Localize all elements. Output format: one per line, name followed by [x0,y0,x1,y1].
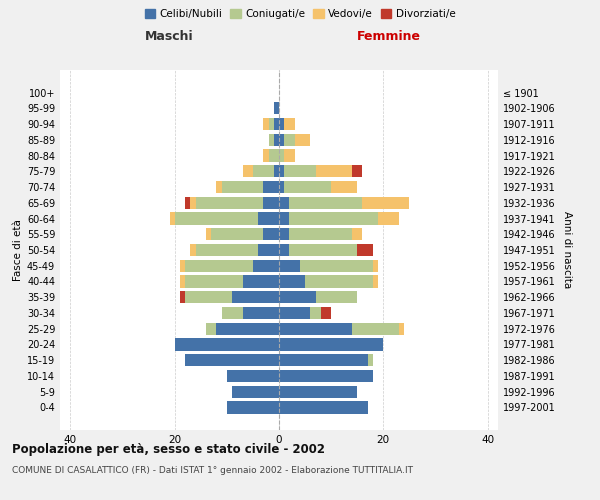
Bar [352,228,362,240]
Bar [284,134,295,146]
Bar [170,212,175,224]
Bar [279,276,305,287]
Bar [269,118,274,130]
Bar [284,181,331,193]
Bar [274,134,279,146]
Bar [227,402,279,413]
Bar [331,181,357,193]
Bar [190,244,196,256]
Bar [289,196,362,209]
Text: Maschi: Maschi [145,30,194,43]
Text: Femmine: Femmine [356,30,421,43]
Bar [253,260,279,272]
Bar [368,354,373,366]
Bar [211,228,263,240]
Bar [274,102,279,115]
Bar [279,196,289,209]
Bar [232,291,279,304]
Bar [185,291,232,304]
Bar [206,322,217,335]
Bar [217,322,279,335]
Bar [242,165,253,177]
Text: Popolazione per età, sesso e stato civile - 2002: Popolazione per età, sesso e stato civil… [12,442,325,456]
Bar [305,276,373,287]
Bar [300,260,373,272]
Bar [284,118,295,130]
Bar [279,322,352,335]
Legend: Celibi/Nubili, Coniugati/e, Vedovi/e, Divorziati/e: Celibi/Nubili, Coniugati/e, Vedovi/e, Di… [140,5,460,24]
Bar [190,196,196,209]
Bar [316,291,357,304]
Bar [279,386,357,398]
Bar [352,322,399,335]
Bar [263,228,279,240]
Bar [196,196,263,209]
Bar [279,212,289,224]
Bar [263,196,279,209]
Bar [263,150,269,162]
Bar [279,402,368,413]
Bar [295,134,310,146]
Bar [279,181,284,193]
Bar [196,244,258,256]
Bar [258,212,279,224]
Bar [284,165,316,177]
Bar [279,118,284,130]
Bar [242,276,279,287]
Bar [279,370,373,382]
Bar [373,260,378,272]
Bar [279,354,368,366]
Bar [279,150,284,162]
Bar [399,322,404,335]
Bar [279,134,284,146]
Bar [279,291,316,304]
Bar [253,165,274,177]
Bar [310,307,321,319]
Bar [279,165,284,177]
Bar [321,307,331,319]
Bar [279,260,300,272]
Bar [357,244,373,256]
Bar [185,260,253,272]
Bar [263,118,269,130]
Bar [258,244,279,256]
Bar [175,212,258,224]
Bar [227,370,279,382]
Bar [289,244,357,256]
Bar [185,196,190,209]
Bar [279,228,289,240]
Bar [180,291,185,304]
Bar [378,212,399,224]
Bar [279,307,310,319]
Bar [316,165,352,177]
Y-axis label: Anni di nascita: Anni di nascita [562,212,572,288]
Bar [180,260,185,272]
Bar [217,181,221,193]
Bar [263,181,279,193]
Bar [362,196,409,209]
Bar [269,150,279,162]
Bar [221,181,263,193]
Bar [221,307,242,319]
Bar [269,134,274,146]
Bar [284,150,295,162]
Bar [232,386,279,398]
Y-axis label: Fasce di età: Fasce di età [13,219,23,281]
Bar [242,307,279,319]
Bar [185,354,279,366]
Text: COMUNE DI CASALATTICO (FR) - Dati ISTAT 1° gennaio 2002 - Elaborazione TUTTITALI: COMUNE DI CASALATTICO (FR) - Dati ISTAT … [12,466,413,475]
Bar [274,165,279,177]
Bar [289,212,378,224]
Bar [279,338,383,350]
Bar [352,165,362,177]
Bar [185,276,242,287]
Bar [373,276,378,287]
Bar [175,338,279,350]
Bar [180,276,185,287]
Bar [279,244,289,256]
Bar [274,118,279,130]
Bar [289,228,352,240]
Bar [206,228,211,240]
